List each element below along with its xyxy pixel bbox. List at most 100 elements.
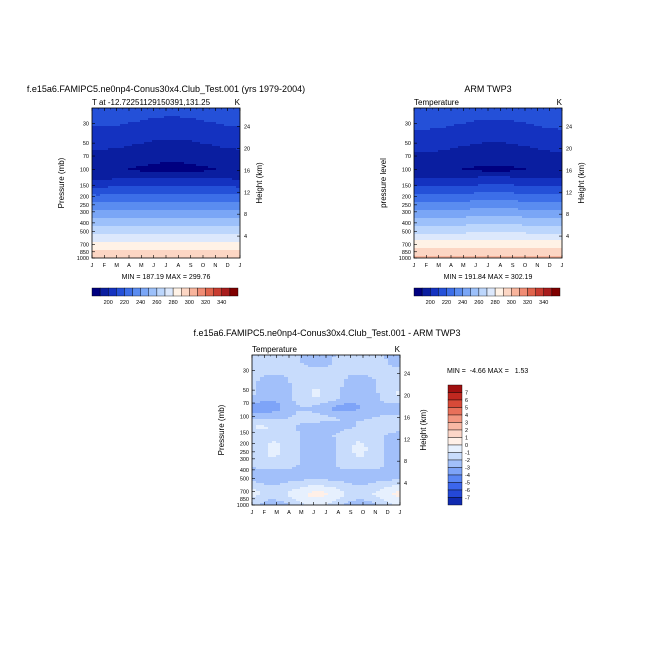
contour-cell [104, 148, 108, 150]
contour-cell [474, 114, 478, 116]
contour-cell [442, 122, 446, 124]
contour-cell [188, 228, 192, 230]
contour-cell [192, 186, 196, 188]
contour-cell [132, 216, 136, 218]
obs-panel: ARM TWP3 Temperature K 30507010015020025… [379, 84, 586, 306]
contour-cell [104, 218, 108, 220]
contour-cell [172, 210, 176, 212]
contour-cell [168, 160, 172, 162]
contour-cell [490, 116, 494, 118]
contour-cell [498, 144, 502, 146]
contour-cell [482, 122, 486, 124]
contour-cell [422, 170, 426, 172]
contour-cell [510, 188, 514, 190]
contour-cell [212, 110, 216, 112]
contour-cell [470, 168, 474, 170]
contour-cell [212, 200, 216, 202]
contour-cell [414, 128, 418, 130]
contour-cell [418, 216, 422, 218]
contour-cell [502, 210, 506, 212]
contour-cell [200, 154, 204, 156]
contour-cell [212, 142, 216, 144]
contour-cell [554, 214, 558, 216]
contour-cell [224, 244, 228, 246]
contour-cell [510, 154, 514, 156]
colorbar-swatch [165, 288, 173, 296]
contour-cell [454, 170, 458, 172]
contour-cell [514, 192, 518, 194]
contour-cell [422, 168, 426, 170]
contour-cell [144, 218, 148, 220]
contour-cell [454, 152, 458, 154]
contour-cell [530, 130, 534, 132]
contour-cell [454, 158, 458, 160]
contour-cell [482, 212, 486, 214]
contour-cell [438, 120, 442, 122]
contour-cell [120, 162, 124, 164]
contour-cell [462, 146, 466, 148]
contour-cell [486, 190, 490, 192]
contour-cell [164, 194, 168, 196]
contour-cell [526, 144, 530, 146]
contour-cell [120, 112, 124, 114]
contour-cell [164, 168, 168, 170]
contour-cell [144, 254, 148, 256]
contour-cell [224, 114, 228, 116]
contour-cell [168, 232, 172, 234]
contour-cell [96, 160, 100, 162]
contour-cell [188, 254, 192, 256]
contour-cell [502, 146, 506, 148]
contour-cell [470, 180, 474, 182]
contour-cell [176, 230, 180, 232]
contour-cell [462, 128, 466, 130]
contour-cell [446, 204, 450, 206]
contour-cell [216, 110, 220, 112]
contour-cell [534, 198, 538, 200]
contour-cell [112, 142, 116, 144]
contour-cell [104, 246, 108, 248]
contour-cell [112, 248, 116, 250]
contour-cell [188, 166, 192, 168]
contour-cell [168, 130, 172, 132]
contour-cell [538, 170, 542, 172]
contour-cell [92, 110, 96, 112]
contour-cell [450, 202, 454, 204]
contour-cell [136, 238, 140, 240]
contour-cell [128, 226, 132, 228]
contour-cell [494, 122, 498, 124]
contour-cell [442, 136, 446, 138]
contour-cell [204, 136, 208, 138]
contour-cell [514, 140, 518, 142]
contour-cell [530, 120, 534, 122]
contour-cell [414, 124, 418, 126]
contour-cell [196, 238, 200, 240]
contour-cell [116, 236, 120, 238]
contour-cell [132, 166, 136, 168]
contour-cell [442, 150, 446, 152]
contour-cell [502, 194, 506, 196]
contour-cell [144, 202, 148, 204]
contour-cell [422, 200, 426, 202]
contour-cell [144, 142, 148, 144]
contour-cell [514, 152, 518, 154]
contour-cell [546, 160, 550, 162]
contour-cell [140, 130, 144, 132]
contour-cell [228, 234, 232, 236]
contour-cell [196, 154, 200, 156]
contour-cell [498, 168, 502, 170]
contour-cell [430, 182, 434, 184]
contour-cell [506, 164, 510, 166]
contour-cell [96, 148, 100, 150]
contour-cell [152, 120, 156, 122]
contour-cell [120, 238, 124, 240]
contour-cell [216, 128, 220, 130]
contour-cell [140, 200, 144, 202]
contour-cell [172, 248, 176, 250]
contour-cell [196, 202, 200, 204]
contour-cell [228, 168, 232, 170]
contour-cell [104, 130, 108, 132]
contour-cell [144, 200, 148, 202]
contour-cell [200, 202, 204, 204]
contour-cell [224, 120, 228, 122]
contour-cell [144, 222, 148, 224]
